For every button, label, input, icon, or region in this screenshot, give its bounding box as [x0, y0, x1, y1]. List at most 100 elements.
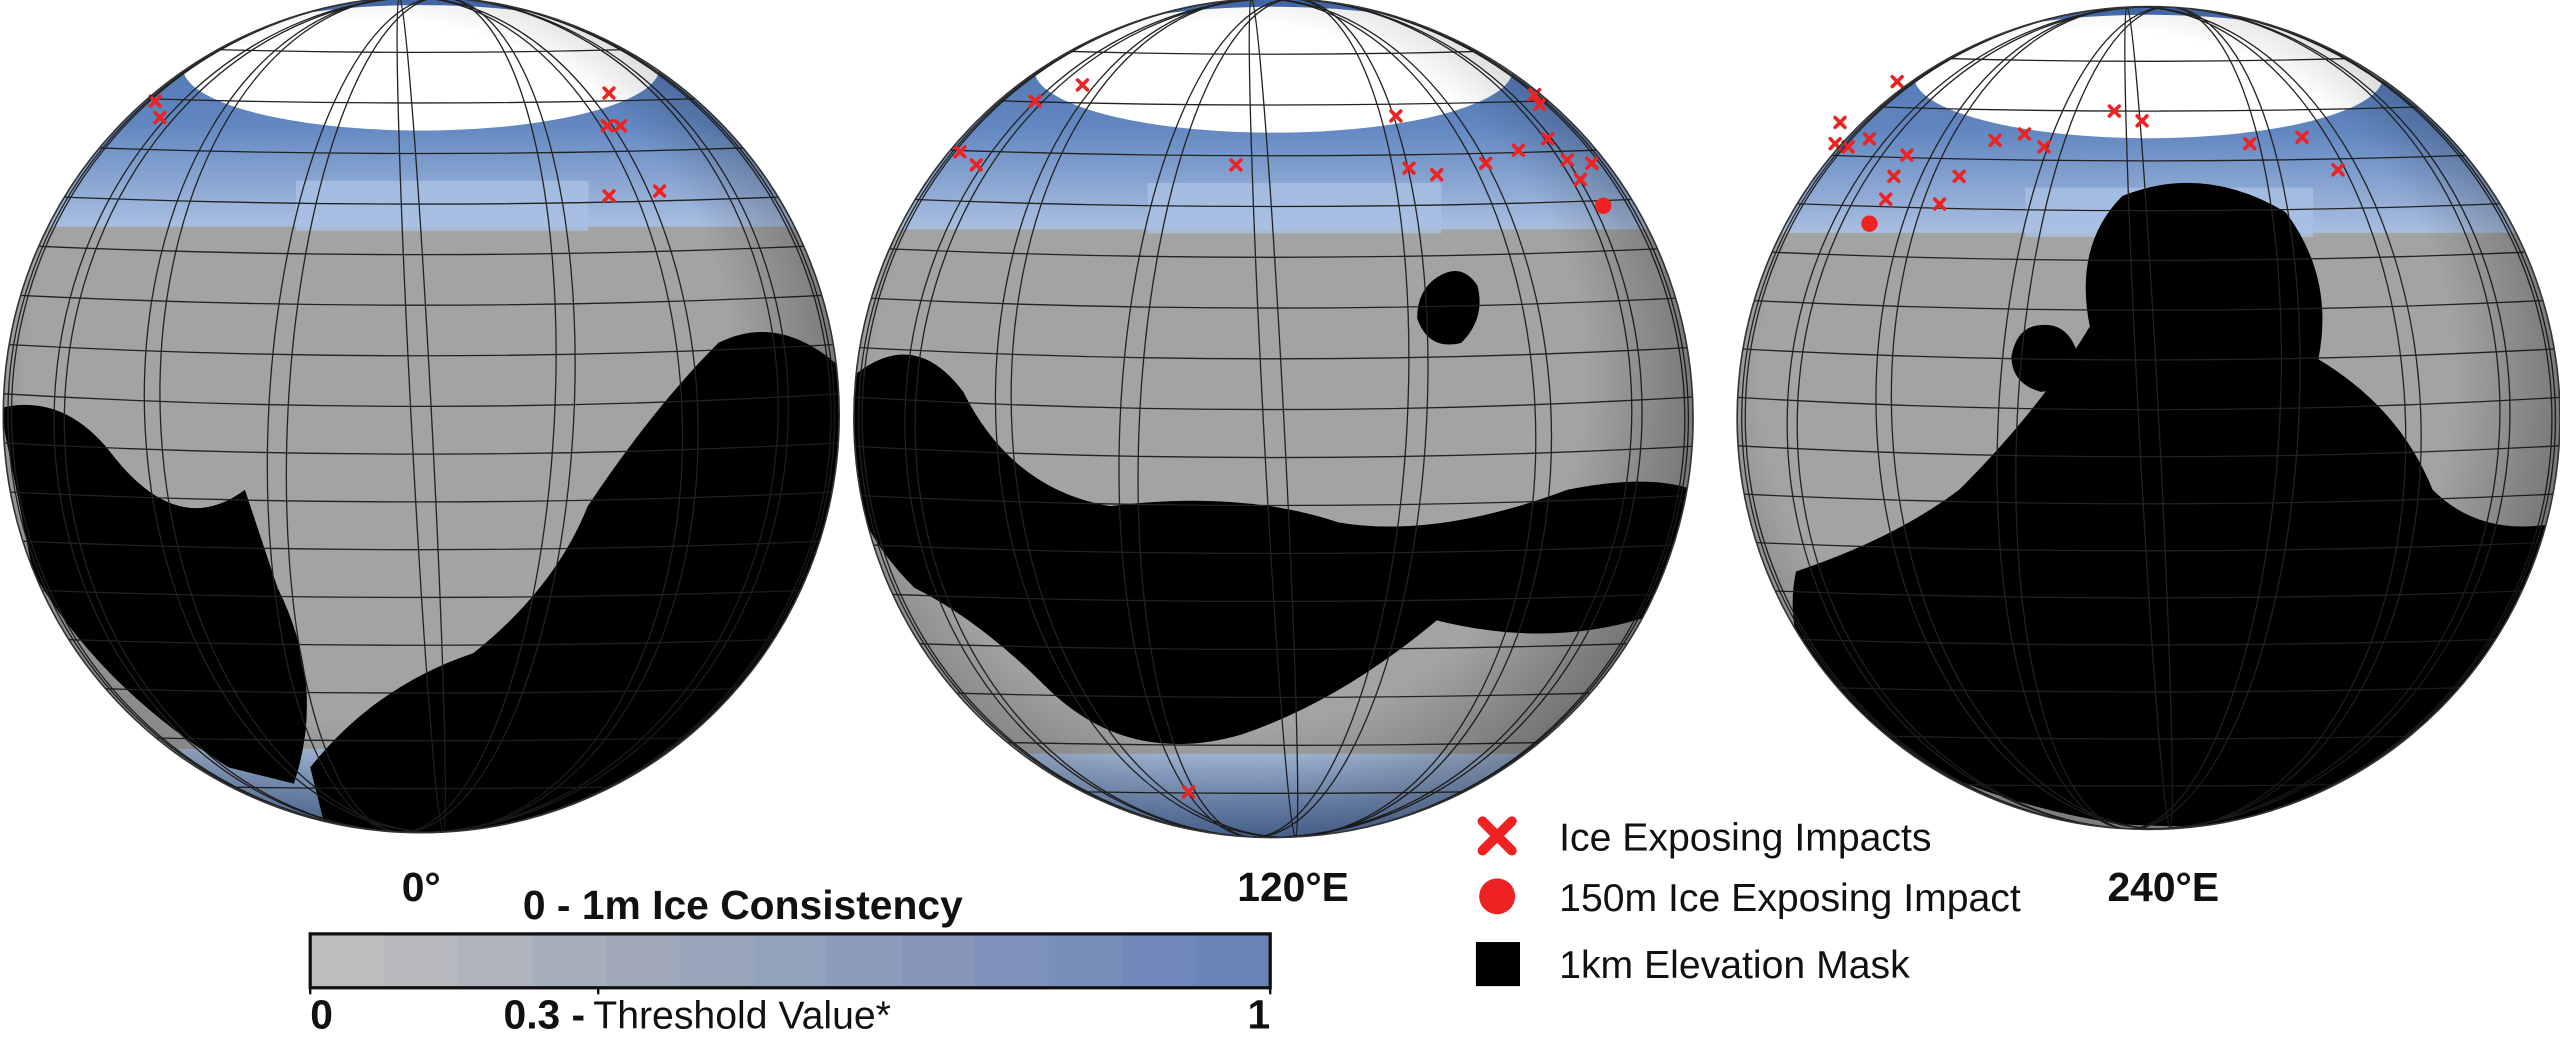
impact-x-stroke [1879, 192, 1893, 206]
legend-label: Ice Exposing Impacts [1559, 817, 1931, 860]
impact-x-stroke [613, 119, 628, 133]
impact-x-stroke [1900, 148, 1914, 162]
impact-x [1511, 143, 1526, 157]
impact-x-stroke [1479, 156, 1493, 170]
impact-x-stroke [602, 86, 616, 100]
impact-x [1430, 168, 1444, 182]
impact-x [1402, 161, 1416, 175]
colorbar-title: 0 - 1m Ice Consistency [523, 882, 963, 928]
impact-x [2037, 140, 2051, 154]
legend-label: 150m Ice Exposing Impact [1559, 877, 2021, 920]
impact-x [1585, 156, 1599, 170]
impact-x [969, 158, 984, 172]
globe [853, 0, 1694, 839]
impact-x-stroke [1828, 136, 1842, 151]
impact-x [1833, 115, 1847, 130]
colorbar-cell [827, 933, 902, 988]
impact-x [602, 189, 616, 203]
globe-label: 0° [402, 864, 441, 910]
globe-outline [1736, 5, 2560, 831]
impact-x [1932, 197, 1947, 211]
impact-x [953, 145, 967, 159]
impact-x-stroke [1028, 94, 1042, 108]
globe-label: 120°E [1237, 864, 1349, 910]
impact-x [1560, 153, 1575, 167]
globe-outline [853, 0, 1694, 839]
shade [1737, 6, 2560, 830]
globe [1736, 5, 2560, 831]
impact-x-stroke [1402, 161, 1416, 175]
colorbar: 0 - 1m Ice Consistency 0 0.3 - Threshold V… [308, 882, 1272, 1038]
impact-x [148, 94, 162, 108]
colorbar-cell [900, 933, 976, 988]
impact-x-stroke [2135, 114, 2149, 128]
globes [2, 0, 2560, 839]
shade [853, 0, 1694, 838]
globe-labels: 0° 120°E 240°E [402, 864, 2219, 910]
impact-x [1952, 169, 1966, 184]
impact-x [2331, 163, 2345, 177]
impact-dot [1595, 197, 1612, 214]
impact-x [1988, 133, 2002, 148]
impact-x-stroke [1952, 169, 1966, 184]
legend-symbol-dot [1479, 878, 1516, 915]
legend-symbol-mask [1475, 942, 1520, 987]
impact-x-stroke [1890, 74, 1904, 89]
impact-x [1890, 74, 1904, 89]
impact-x-stroke [2107, 104, 2121, 118]
colorbar-tick-label: 1 [1248, 992, 1271, 1038]
impact-x-stroke [1932, 197, 1947, 211]
colorbar-cell [679, 933, 755, 988]
impact-x [153, 110, 167, 125]
impact-x [1075, 78, 1090, 92]
colorbar-frame [308, 932, 1272, 990]
impact-x-stroke [969, 158, 984, 172]
impact-x-stroke [1887, 169, 1901, 184]
globe-surface [853, 0, 1694, 838]
colorbar-cell [974, 933, 1050, 988]
globe-outline [2, 0, 840, 834]
impact-x [602, 86, 616, 100]
impact-dot [1861, 215, 1878, 232]
impact-x [652, 184, 667, 198]
colorbar-cell [1048, 933, 1124, 988]
impact-x [1862, 132, 1877, 146]
impact-x [1479, 156, 1493, 170]
colorbar-cell [384, 933, 459, 988]
shade [3, 0, 840, 833]
colorbar-cell [310, 933, 385, 988]
colorbar-tick-label: 0 [310, 992, 333, 1038]
impact-x-stroke [1988, 133, 2002, 148]
impact-x-stroke [1075, 78, 1090, 92]
impact-x-stroke [2037, 140, 2051, 154]
impact-x-stroke [1560, 153, 1575, 167]
impact-x-stroke [652, 184, 667, 198]
impact-x [613, 119, 628, 133]
colorbar-cell [1122, 933, 1198, 988]
impact-x-stroke [153, 110, 167, 125]
impact-x-stroke [1541, 132, 1555, 146]
impact-x [1541, 132, 1555, 146]
impact-x-stroke [1532, 97, 1547, 112]
impact-x-stroke [2017, 127, 2032, 141]
impact-x [1229, 158, 1243, 172]
impact-x-stroke [1585, 156, 1599, 170]
impact-x-stroke [1833, 115, 1847, 130]
impact-x-stroke [2331, 163, 2345, 177]
impact-x-stroke [1389, 109, 1403, 123]
colorbar-tick-label: 0.3 - [504, 992, 586, 1038]
globe-label: 240°E [2107, 864, 2219, 910]
globe [2, 0, 840, 834]
impact-x-stroke [600, 119, 615, 133]
impact-x [2017, 127, 2032, 141]
impact-x [2243, 136, 2257, 151]
impact-x [1900, 148, 1914, 162]
colorbar-cell [457, 933, 533, 988]
legend: Ice Exposing Impacts 150m Ice Exposing I… [1475, 816, 2021, 987]
impact-x [600, 119, 615, 133]
impact-x-stroke [1573, 172, 1588, 187]
impact-x [1389, 109, 1403, 123]
colorbar-cell [753, 933, 828, 988]
impact-x [2295, 130, 2309, 144]
